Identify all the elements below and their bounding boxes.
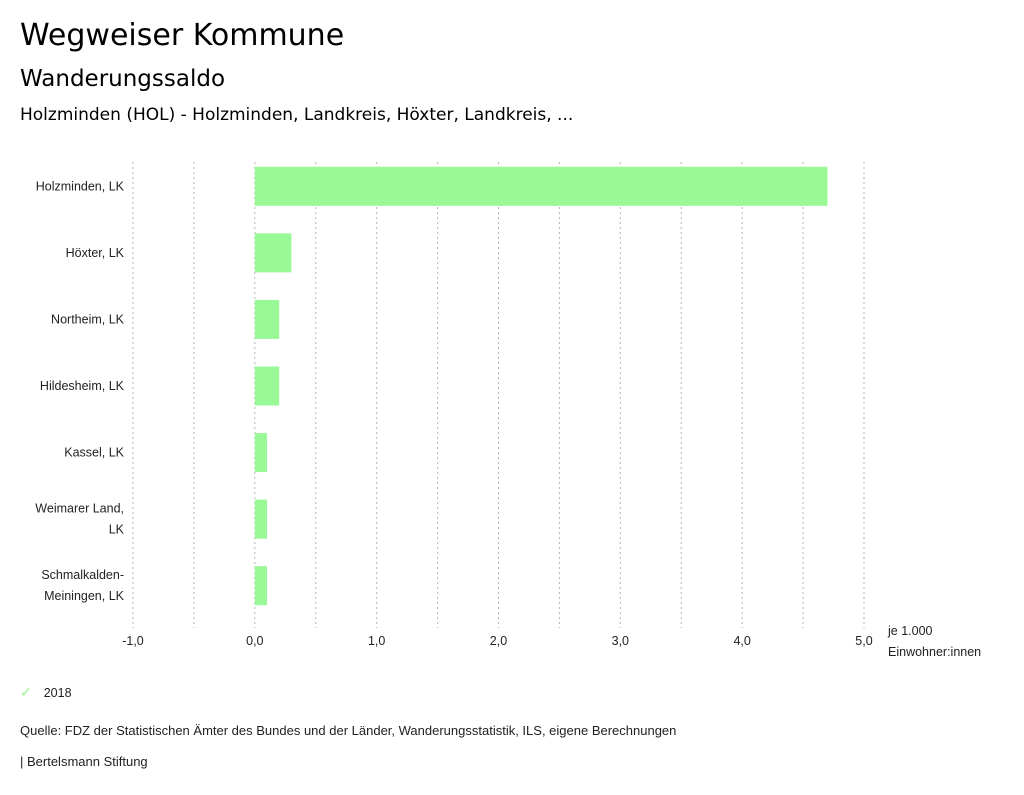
unit-label-line: Einwohner:innen xyxy=(888,645,981,659)
bar[interactable] xyxy=(254,366,280,406)
unit-label: je 1.000 Einwohner:innen xyxy=(887,624,981,659)
gridlines xyxy=(132,162,865,628)
category-label: Northeim, LK xyxy=(51,312,125,326)
category-label: Kassel, LK xyxy=(64,446,124,460)
legend-item-2018: 2018 xyxy=(43,685,72,700)
x-tick-label: 0,0 xyxy=(246,634,263,648)
bar-chart: Holzminden, LK Höxter, LK Northeim, LK Hild… xyxy=(35,162,981,659)
category-label: Hildesheim, LK xyxy=(40,379,125,393)
x-tick-label: 5,0 xyxy=(855,634,872,648)
x-tick-label: 1,0 xyxy=(368,634,385,648)
category-labels: Holzminden, LK Höxter, LK Northeim, LK Hild… xyxy=(35,179,124,603)
x-tick-label: -1,0 xyxy=(122,634,144,648)
category-label: Weimarer Land, LK xyxy=(35,502,124,537)
bar[interactable] xyxy=(254,299,280,339)
chart-subtitle: Wanderungssaldo xyxy=(20,66,226,92)
x-tick-label: 4,0 xyxy=(733,634,750,648)
legend[interactable]: ✓ 2018 xyxy=(20,684,72,701)
category-label: Holzminden, LK xyxy=(36,179,125,193)
bar[interactable] xyxy=(254,566,268,606)
bars xyxy=(254,166,828,606)
unit-label-line: je 1.000 xyxy=(887,624,933,638)
x-tick-label: 2,0 xyxy=(490,634,507,648)
category-label: Höxter, LK xyxy=(66,246,125,260)
bar[interactable] xyxy=(254,433,268,473)
x-tick-label: 3,0 xyxy=(612,634,629,648)
region-selector-label[interactable]: Holzminden (HOL) - Holzminden, Landkreis… xyxy=(20,105,574,125)
bar[interactable] xyxy=(254,233,292,273)
source-note: Quelle: FDZ der Statistischen Ämter des … xyxy=(20,723,677,738)
category-label: Schmalkalden-Meiningen, LK xyxy=(41,568,124,603)
x-tick-labels: -1,0 0,0 1,0 2,0 3,0 4,0 5,0 xyxy=(122,634,873,648)
check-icon: ✓ xyxy=(20,684,32,700)
page-title: Wegweiser Kommune xyxy=(20,18,345,53)
bar[interactable] xyxy=(254,499,268,539)
bar[interactable] xyxy=(254,166,828,206)
credit-note: | Bertelsmann Stiftung xyxy=(20,754,148,769)
